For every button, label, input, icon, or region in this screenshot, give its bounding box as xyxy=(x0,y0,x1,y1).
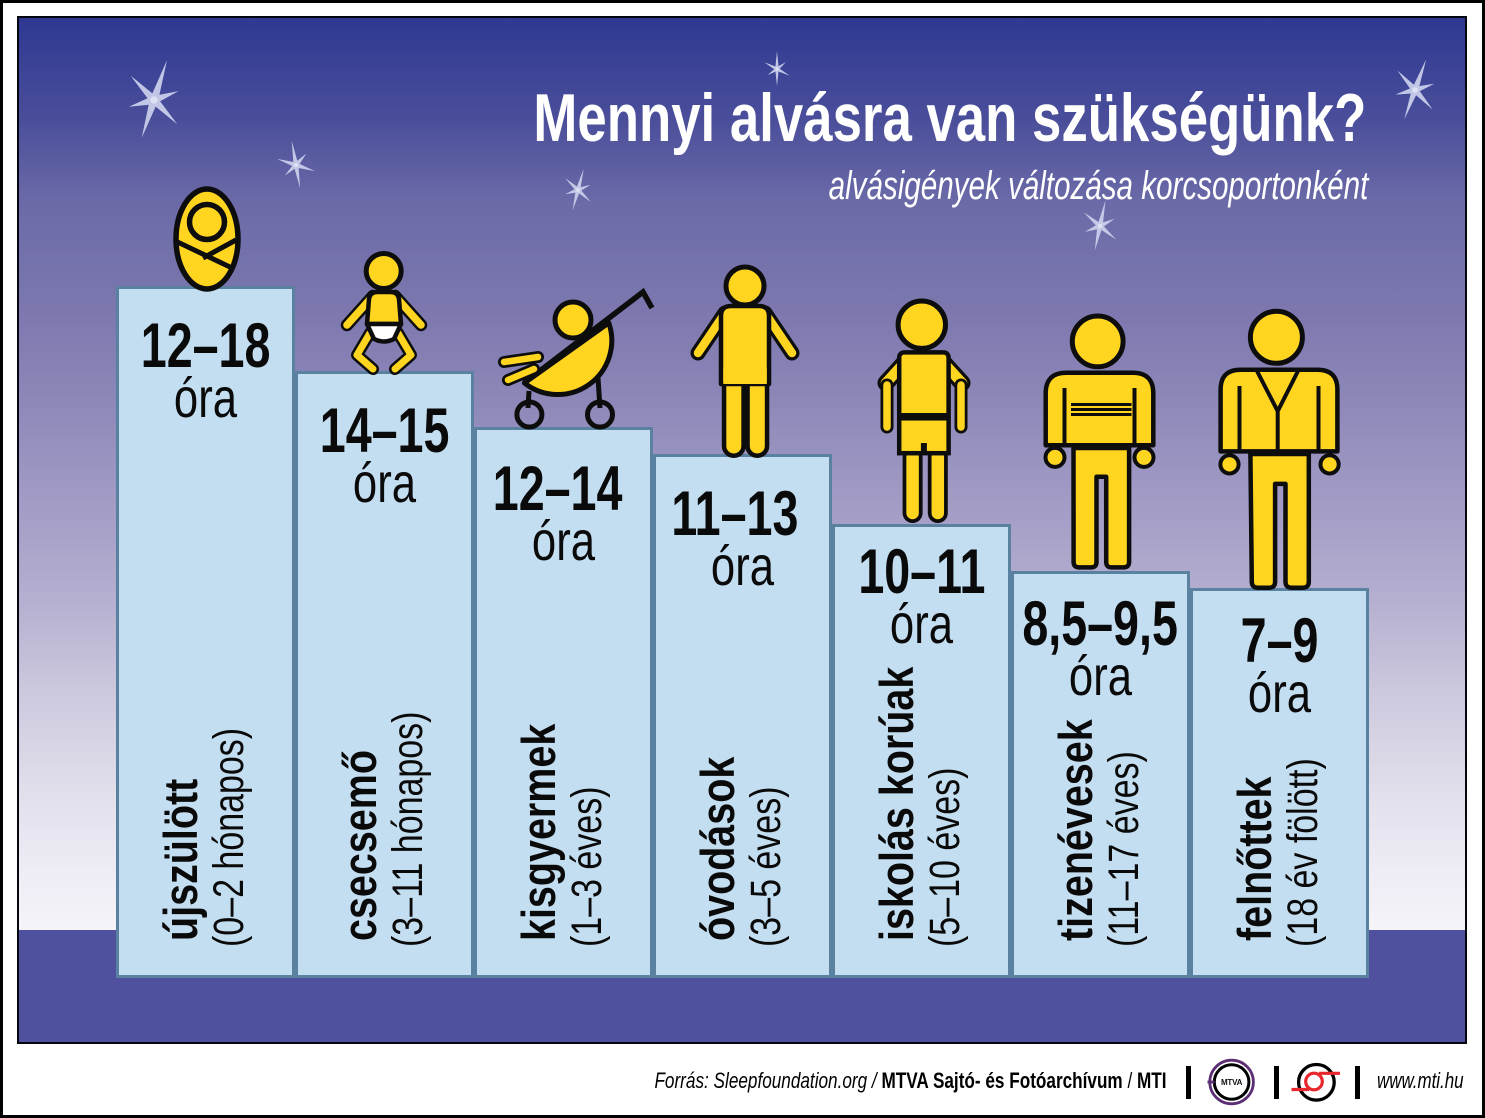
svg-text:MTVA: MTVA xyxy=(1221,1078,1243,1087)
